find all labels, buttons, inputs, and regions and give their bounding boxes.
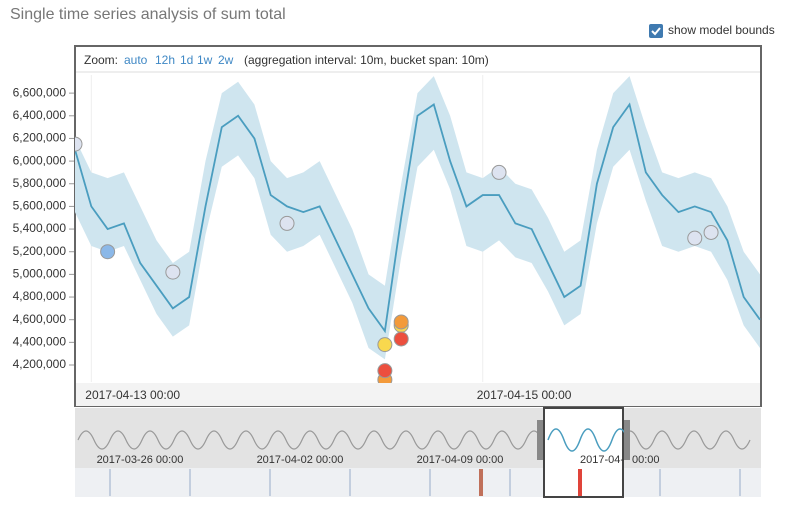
x-tick-label: 2017-04-15 00:00 <box>477 388 572 402</box>
context-brush[interactable] <box>543 407 624 498</box>
anomaly-marker <box>393 331 409 347</box>
context-label: 2017-04-09 00:00 <box>417 454 504 466</box>
y-tick-label: 4,200,000 <box>13 357 67 371</box>
y-tick-label: 6,200,000 <box>13 131 67 145</box>
context-label: 2017-04- <box>580 454 624 466</box>
swimlane-anomaly <box>479 469 483 496</box>
brush-handle[interactable] <box>624 420 630 460</box>
anomaly-marker <box>279 215 295 231</box>
y-tick-label: 5,200,000 <box>13 244 67 258</box>
anomaly-marker <box>165 264 181 280</box>
model-bounds <box>75 76 760 360</box>
swimlane-anomaly <box>578 469 582 496</box>
y-tick-label: 5,600,000 <box>13 199 67 213</box>
context-label: 2017-04-02 00:00 <box>257 454 344 466</box>
x-tick-label: 2017-04-13 00:00 <box>85 388 180 402</box>
y-tick-label: 4,600,000 <box>13 312 67 326</box>
anomaly-marker <box>75 136 83 152</box>
anomaly-marker <box>100 244 116 260</box>
zoom-info: (aggregation interval: 10m, bucket span:… <box>244 53 489 67</box>
anomaly-marker <box>377 363 393 379</box>
zoom-option[interactable]: 2w <box>218 53 234 67</box>
anomaly-marker <box>393 314 409 330</box>
plot: 4,200,000 4,400,000 4,600,000 4,800,000 5,00… <box>13 75 761 402</box>
anomaly-marker <box>703 224 719 240</box>
series-line <box>75 102 761 334</box>
zoom-option[interactable]: 1w <box>197 53 213 67</box>
plot-area <box>75 75 761 383</box>
anomaly-marker <box>377 337 393 353</box>
y-tick-label: 6,400,000 <box>13 108 67 122</box>
y-tick-label: 5,000,000 <box>13 267 67 281</box>
zoom-option[interactable]: 12h <box>155 53 175 67</box>
y-tick-label: 4,800,000 <box>13 289 67 303</box>
y-tick-label: 5,400,000 <box>13 221 67 235</box>
zoom-option[interactable]: 1d <box>180 53 193 67</box>
y-tick-label: 4,400,000 <box>13 335 67 349</box>
context-label: 00:00 <box>632 454 660 466</box>
checkbox[interactable] <box>649 24 663 38</box>
x-axis-strip <box>76 383 760 406</box>
checkbox-label[interactable]: show model bounds <box>668 23 775 37</box>
bounds-toggle[interactable]: show model bounds <box>649 23 775 38</box>
zoom-label: Zoom: <box>84 53 118 67</box>
context-label: 2017-03-26 00:00 <box>97 454 184 466</box>
context-line <box>77 430 751 450</box>
swimlane <box>75 468 761 497</box>
y-tick-label: 5,800,000 <box>13 176 67 190</box>
page-title: Single time series analysis of sum total <box>10 6 286 23</box>
anomaly-marker <box>687 230 703 246</box>
y-tick-label: 6,000,000 <box>13 153 67 167</box>
swimlane-ticks <box>109 469 741 496</box>
zoom-option[interactable]: auto <box>124 53 148 67</box>
brush-handle[interactable] <box>537 420 543 460</box>
y-tick-label: 6,600,000 <box>13 85 67 99</box>
anomaly-marker <box>491 164 507 180</box>
brush-line <box>547 428 629 452</box>
check-icon <box>651 27 661 36</box>
